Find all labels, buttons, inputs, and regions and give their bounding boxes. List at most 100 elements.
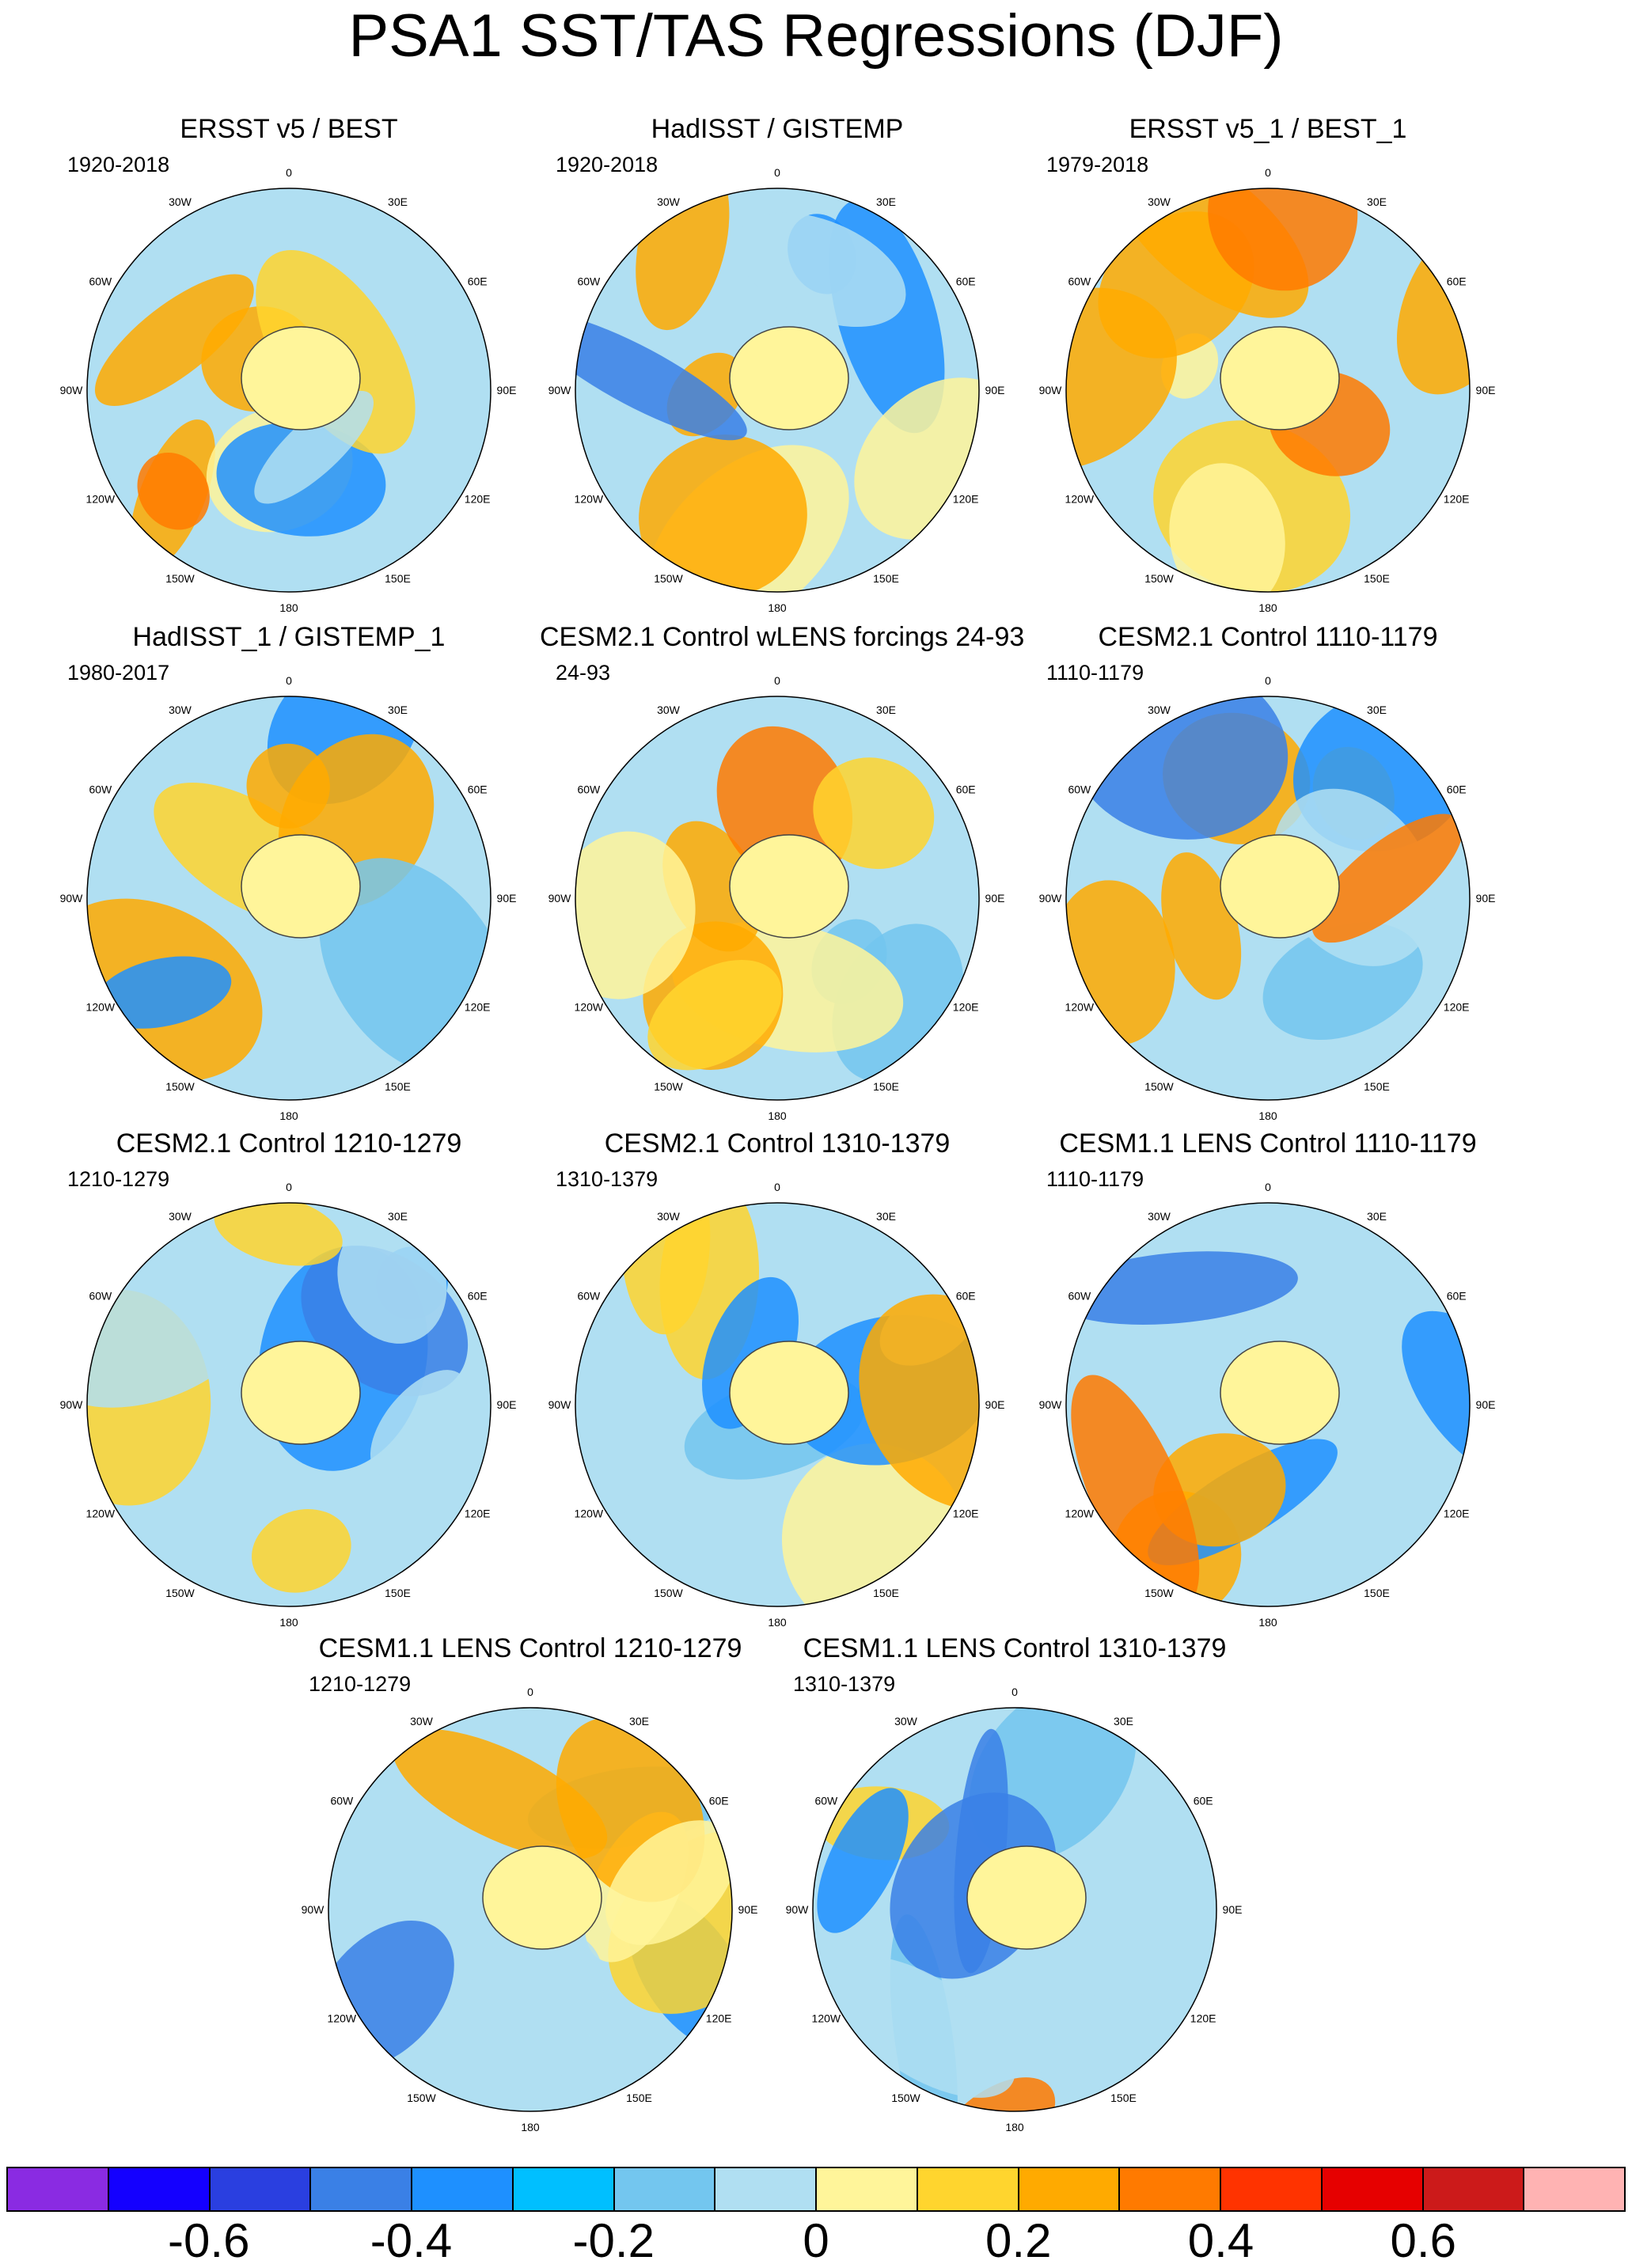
longitude-label: 150E bbox=[626, 2092, 652, 2104]
longitude-label: 30E bbox=[388, 195, 408, 208]
longitude-label: 30E bbox=[388, 704, 408, 716]
colorbar-swatch bbox=[917, 2168, 1019, 2210]
panel-title: CESM2.1 Control 1110-1179 bbox=[1098, 622, 1438, 652]
panel-title: CESM1.1 LENS Control 1110-1179 bbox=[1059, 1128, 1477, 1159]
field-contour bbox=[1311, 814, 1463, 943]
longitude-label: 120W bbox=[575, 1001, 604, 1014]
colorbar-swatch bbox=[210, 2168, 312, 2210]
polar-map: 0 30E 60E 90E 120E 150E 180 150W 120W 90W 60W 30W bbox=[1039, 674, 1496, 1122]
polar-map: 0 30E 60E 90E 120E 150E 180 150W 120W 90W 60W 30W bbox=[786, 1686, 1243, 2133]
field-contour bbox=[575, 313, 747, 441]
longitude-label: 120W bbox=[328, 2012, 357, 2025]
map-border bbox=[328, 1707, 733, 2112]
longitude-label: 120W bbox=[86, 1508, 116, 1520]
field-contour bbox=[605, 1820, 732, 1945]
longitude-label: 120E bbox=[706, 2012, 732, 2025]
longitude-label: 30W bbox=[657, 704, 681, 716]
antarctica-landmass bbox=[241, 326, 361, 430]
map-border bbox=[86, 1202, 491, 1607]
longitude-label: 90W bbox=[60, 892, 84, 905]
longitude-label: 150E bbox=[1364, 1587, 1390, 1599]
longitude-label: 150E bbox=[1110, 2092, 1137, 2104]
longitude-label: 150E bbox=[873, 572, 899, 585]
map-border bbox=[1065, 1202, 1471, 1607]
longitude-label: 90E bbox=[738, 1903, 758, 1916]
panel-title: ERSST v5_1 / BEST_1 bbox=[1129, 114, 1407, 144]
field-contour bbox=[813, 757, 935, 870]
longitude-label: 60W bbox=[89, 1290, 112, 1303]
longitude-label: 150W bbox=[654, 572, 683, 585]
map-panel: CESM1.1 LENS Control 1210-1279 1210-1279 0… bbox=[293, 1633, 768, 2139]
longitude-label: 150E bbox=[385, 1080, 411, 1093]
longitude-label: 90E bbox=[1476, 892, 1496, 905]
antarctica-landmass bbox=[241, 1341, 361, 1445]
colorbar bbox=[6, 2167, 1626, 2212]
longitude-label: 150W bbox=[891, 2092, 920, 2104]
longitude-label: 120W bbox=[812, 2012, 841, 2025]
map-panel: HadISST_1 / GISTEMP_1 1980-2017 0 30E 60E 90E… bbox=[51, 621, 526, 1128]
panel-period: 1920-2018 bbox=[67, 153, 170, 176]
panel-title: CESM1.1 LENS Control 1210-1279 bbox=[318, 1633, 742, 1663]
map-panel: CESM1.1 LENS Control 1310-1379 1310-1379 0… bbox=[777, 1633, 1252, 2139]
panel-title: CESM2.1 Control wLENS forcings 24-93 bbox=[540, 622, 1025, 652]
longitude-label: 150E bbox=[385, 1587, 411, 1599]
longitude-label: 60W bbox=[814, 1795, 838, 1807]
longitude-label: 180 bbox=[768, 1616, 787, 1629]
field-contour bbox=[254, 390, 374, 504]
longitude-label: 60E bbox=[468, 275, 488, 288]
antarctica-landmass bbox=[1220, 834, 1340, 939]
colorbar-swatch bbox=[8, 2168, 109, 2210]
field-contour bbox=[370, 1370, 469, 1478]
colorbar-swatch bbox=[1019, 2168, 1121, 2210]
antarctica-landmass bbox=[1220, 326, 1340, 430]
field-contour bbox=[859, 1294, 979, 1510]
longitude-label: 90W bbox=[302, 1903, 325, 1916]
antarctica-landmass bbox=[729, 834, 849, 939]
longitude-label: 120W bbox=[1065, 1508, 1095, 1520]
longitude-label: 30W bbox=[169, 1210, 192, 1223]
longitude-label: 30E bbox=[1114, 1715, 1133, 1728]
field-contour bbox=[621, 1203, 711, 1335]
longitude-label: 150W bbox=[1144, 1587, 1174, 1599]
longitude-label: 30W bbox=[657, 195, 681, 208]
antarctica-landmass bbox=[729, 326, 849, 430]
longitude-label: 90W bbox=[60, 1398, 84, 1411]
longitude-label: 60W bbox=[1068, 1290, 1091, 1303]
field-contour bbox=[1220, 1504, 1394, 1606]
longitude-label: 120E bbox=[953, 493, 979, 506]
colorbar-tick-label: -0.6 bbox=[168, 2214, 250, 2267]
map-panel: CESM2.1 Control 1310-1379 1310-1379 0 30E 60… bbox=[540, 1128, 1015, 1634]
antarctica-landmass bbox=[966, 1845, 1087, 1950]
longitude-label: 120E bbox=[953, 1508, 979, 1520]
panel-period: 1110-1179 bbox=[1046, 661, 1144, 685]
longitude-label: 60E bbox=[1447, 783, 1467, 796]
field-contour bbox=[817, 1788, 909, 1933]
field-contour bbox=[1066, 287, 1177, 472]
longitude-label: 30W bbox=[1148, 195, 1171, 208]
longitude-label: 0 bbox=[1265, 1181, 1271, 1193]
field-contour bbox=[93, 956, 232, 1029]
longitude-label: 90E bbox=[1476, 1398, 1496, 1411]
longitude-label: 0 bbox=[1265, 166, 1271, 179]
map-border bbox=[86, 696, 491, 1101]
polar-map: 0 30E 60E 90E 120E 150E 180 150W 120W 90W 60W 30W bbox=[548, 166, 1005, 614]
longitude-label: 180 bbox=[521, 2121, 540, 2133]
longitude-label: 60E bbox=[1447, 1290, 1467, 1303]
colorbar-swatch bbox=[1524, 2168, 1624, 2210]
longitude-label: 120E bbox=[465, 1001, 491, 1014]
longitude-label: 30E bbox=[388, 1210, 408, 1223]
longitude-label: 150W bbox=[1144, 572, 1174, 585]
field-contour bbox=[575, 831, 696, 999]
longitude-label: 30W bbox=[657, 1210, 681, 1223]
longitude-label: 0 bbox=[774, 1181, 780, 1193]
colorbar-tick-label: 0 bbox=[803, 2214, 829, 2267]
longitude-label: 30E bbox=[629, 1715, 649, 1728]
panel-period: 1310-1379 bbox=[793, 1672, 896, 1696]
longitude-label: 150W bbox=[654, 1587, 683, 1599]
longitude-label: 180 bbox=[1258, 1616, 1277, 1629]
map-border bbox=[812, 1707, 1217, 2112]
longitude-label: 90E bbox=[985, 892, 1005, 905]
longitude-label: 60E bbox=[956, 275, 976, 288]
longitude-label: 150E bbox=[385, 572, 411, 585]
longitude-label: 120W bbox=[575, 493, 604, 506]
